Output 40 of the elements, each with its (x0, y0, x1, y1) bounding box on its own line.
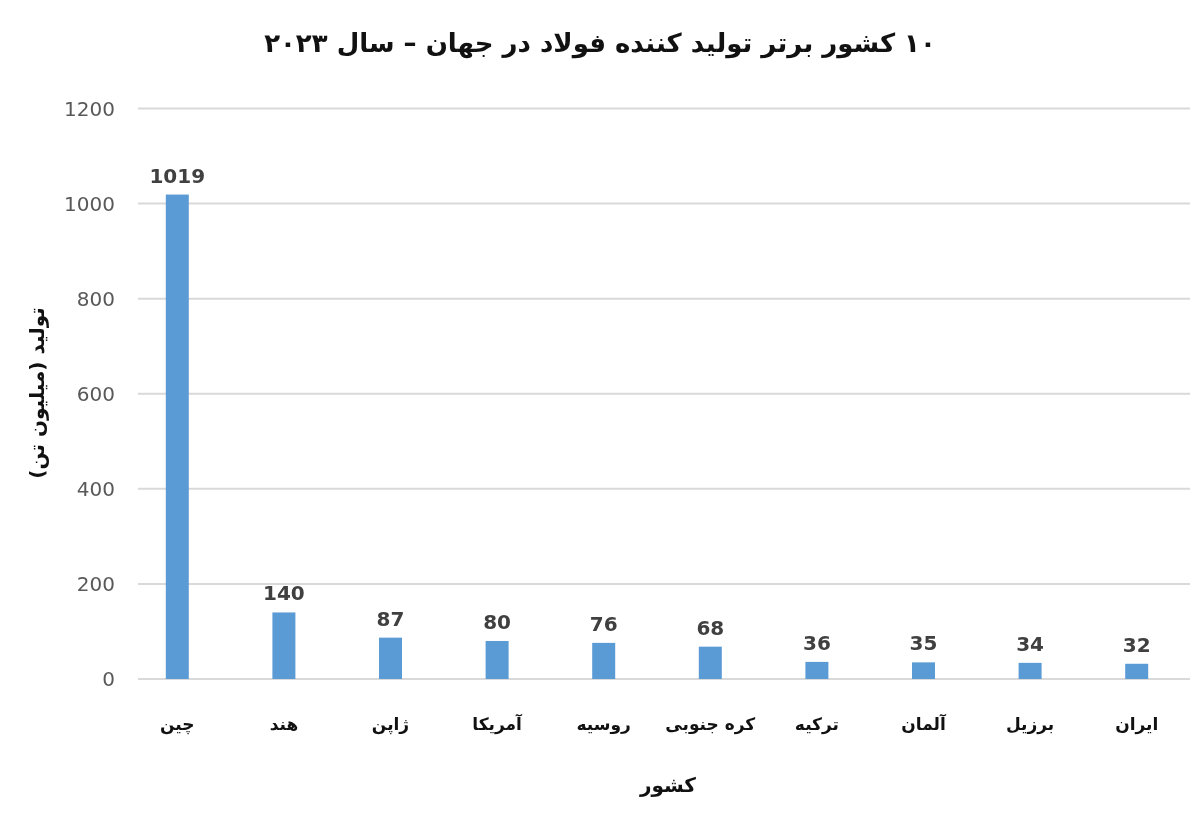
x-tick-label: برزیل (1005, 714, 1055, 735)
bar (1018, 662, 1042, 679)
y-tick-label: 400 (76, 476, 115, 501)
x-tick-label: هند (269, 714, 299, 734)
x-tick-label: ژاپن (371, 714, 410, 735)
y-tick-label: 0 (102, 667, 115, 691)
x-tick-label: آلمان (901, 713, 947, 734)
data-label: 32 (1122, 632, 1151, 657)
bar (698, 646, 722, 679)
chart-title: ۱۰ کشور برتر تولید کننده فولاد در جهان – سال ۲۰۲۳ (264, 28, 936, 59)
bar (912, 662, 935, 679)
bar (272, 612, 296, 679)
data-label: 87 (376, 606, 405, 631)
x-tick-label: روسیه (576, 714, 631, 735)
y-tick-label: 600 (76, 381, 115, 406)
data-label: 68 (696, 615, 725, 640)
y-axis-title: تولید (میلیون تن) (25, 307, 49, 479)
data-label: 36 (802, 630, 831, 655)
bar (485, 640, 509, 679)
y-tick-label: 200 (76, 571, 115, 596)
data-label: 35 (909, 631, 938, 656)
data-label: 1019 (149, 163, 206, 188)
y-tick-label: 1000 (64, 191, 115, 216)
x-tick-label: ایران (1115, 714, 1159, 735)
x-tick-label: آمریکا (472, 713, 524, 735)
x-axis-title: کشور (638, 773, 697, 797)
data-label: 34 (1016, 631, 1045, 656)
data-label: 76 (589, 611, 618, 636)
bar (165, 194, 189, 679)
data-label: 80 (483, 609, 512, 634)
bar (379, 637, 402, 679)
bar (805, 661, 829, 679)
x-tick-label: کره جنوبی (665, 714, 756, 735)
bar (592, 642, 616, 679)
y-tick-label: 800 (76, 286, 115, 311)
x-tick-label: چین (160, 714, 195, 735)
y-tick-label: 1200 (64, 96, 115, 121)
data-label: 140 (263, 581, 305, 606)
bar (1125, 663, 1149, 679)
x-tick-label: ترکیه (794, 714, 839, 735)
